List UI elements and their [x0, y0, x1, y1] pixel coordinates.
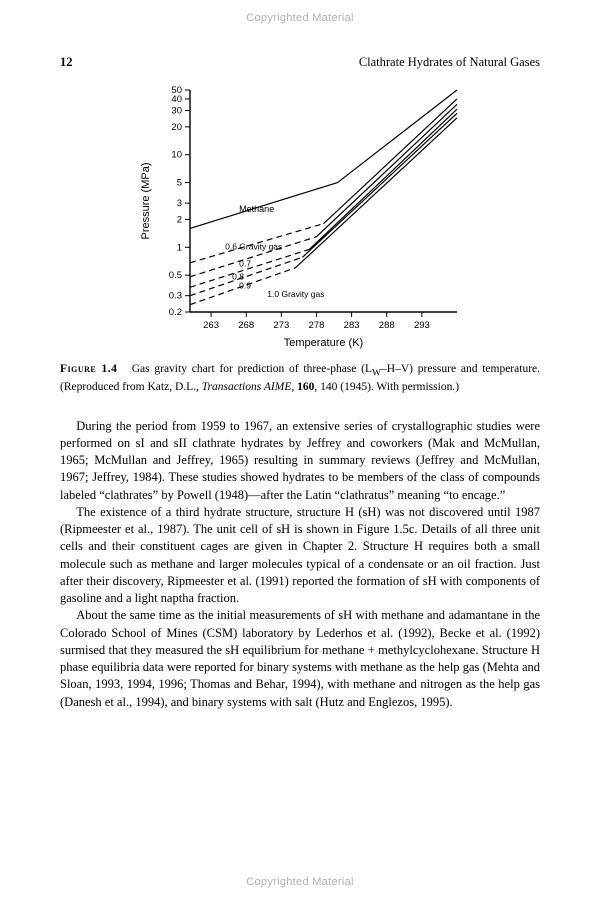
svg-text:273: 273	[273, 320, 289, 331]
svg-text:0.7: 0.7	[239, 259, 251, 269]
svg-text:0.9: 0.9	[239, 280, 251, 290]
svg-text:1.0 Gravity gas: 1.0 Gravity gas	[267, 289, 324, 299]
svg-text:Pressure (MPa): Pressure (MPa)	[140, 162, 152, 239]
body-text: During the period from 1959 to 1967, an …	[60, 418, 540, 711]
svg-text:278: 278	[309, 320, 325, 331]
caption-text-4: , 140 (1945). With permission.)	[314, 381, 459, 393]
caption-italic: Transactions AIME	[202, 381, 292, 393]
running-head: 12 Clathrate Hydrates of Natural Gases	[60, 55, 540, 70]
svg-text:283: 283	[344, 320, 360, 331]
paragraph-2: The existence of a third hydrate structu…	[60, 504, 540, 608]
paragraph-3: About the same time as the initial measu…	[60, 607, 540, 711]
figure-1-4-chart: 263 268 273 278 283 288 293 0.2 0.3 0.5 1 2 3 5 10 20 30…	[60, 82, 540, 352]
svg-text:5: 5	[177, 178, 182, 189]
svg-text:0.3: 0.3	[169, 291, 182, 302]
page-content: 12 Clathrate Hydrates of Natural Gases 2…	[60, 55, 540, 711]
figure-caption: Figure 1.4 Gas gravity chart for predict…	[60, 362, 540, 396]
svg-text:Methane: Methane	[239, 204, 274, 214]
svg-text:293: 293	[414, 320, 430, 331]
svg-text:288: 288	[379, 320, 395, 331]
svg-text:268: 268	[238, 320, 254, 331]
figure-label: Figure 1.4	[60, 363, 117, 375]
svg-text:3: 3	[177, 198, 182, 209]
watermark-top: Copyrighted Material	[0, 12, 600, 24]
svg-text:2: 2	[177, 214, 182, 225]
svg-text:50: 50	[171, 85, 182, 96]
watermark-bottom: Copyrighted Material	[0, 876, 600, 888]
svg-text:0.2: 0.2	[169, 307, 182, 318]
svg-text:Temperature (K): Temperature (K)	[284, 337, 363, 349]
svg-text:10: 10	[171, 150, 182, 161]
svg-text:0.6 Gravity gas: 0.6 Gravity gas	[225, 241, 282, 251]
running-title: Clathrate Hydrates of Natural Gases	[359, 55, 540, 70]
caption-text-1: Gas gravity chart for prediction of thre…	[132, 363, 372, 375]
caption-subscript: W	[372, 367, 381, 378]
svg-text:0.5: 0.5	[169, 270, 182, 281]
page-number: 12	[60, 55, 73, 70]
svg-text:1: 1	[177, 242, 182, 253]
gas-gravity-chart-svg: 263 268 273 278 283 288 293 0.2 0.3 0.5 1 2 3 5 10 20 30…	[135, 82, 465, 352]
svg-text:30: 30	[171, 106, 182, 117]
svg-text:263: 263	[203, 320, 219, 331]
caption-volume: 160	[297, 381, 314, 393]
paragraph-1: During the period from 1959 to 1967, an …	[60, 418, 540, 504]
svg-text:20: 20	[171, 122, 182, 133]
